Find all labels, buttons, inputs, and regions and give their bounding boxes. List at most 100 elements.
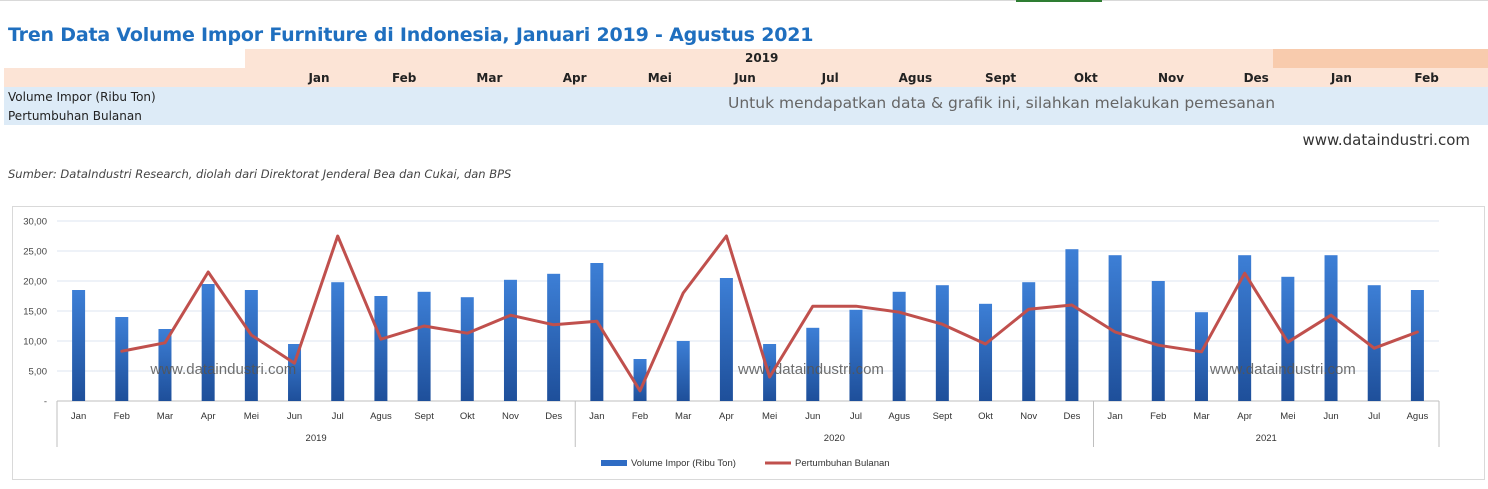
x-tick-label: Jul: [850, 411, 862, 422]
watermark-text: www.dataindustri.com: [1209, 361, 1356, 378]
x-tick-label: Jul: [332, 411, 344, 422]
y-tick-label: 15,00: [23, 307, 47, 318]
x-tick-label: Feb: [632, 411, 648, 422]
y-tick-label: -: [44, 397, 47, 408]
bar: [849, 309, 863, 401]
x-tick-label: Jan: [589, 411, 604, 422]
bar: [115, 317, 129, 401]
bar: [72, 290, 86, 401]
x-tick-label: Sept: [933, 411, 953, 422]
bar: [1108, 255, 1122, 401]
x-tick-label: Jul: [1368, 411, 1380, 422]
x-tick-label: Mei: [244, 411, 259, 422]
month-header-cell: Jan: [1330, 71, 1352, 85]
x-tick-label: Mei: [762, 411, 777, 422]
legend-swatch-bar: [601, 460, 627, 466]
bar: [892, 291, 906, 401]
x-tick-label: Apr: [1237, 411, 1252, 422]
month-header-cell: Jul: [821, 71, 839, 85]
x-tick-label: Jun: [1323, 411, 1338, 422]
month-header-band: [4, 68, 1488, 87]
x-tick-label: Des: [1063, 411, 1080, 422]
y-tick-label: 25,00: [23, 247, 47, 258]
x-tick-label: Agus: [370, 411, 392, 422]
x-tick-label: Feb: [1150, 411, 1166, 422]
row-label-growth: Pertumbuhan Bulanan: [8, 109, 142, 123]
order-notice: Untuk mendapatkan data & grafik ini, sil…: [728, 94, 1276, 112]
x-tick-label: Jun: [805, 411, 820, 422]
bar: [719, 278, 733, 401]
x-tick-label: Agus: [1407, 411, 1429, 422]
year-header-band-next: [1273, 49, 1488, 68]
x-tick-label: Mar: [1193, 411, 1209, 422]
chart-container: - 5,00 10,00 15,00 20,00 25,00 30,00 www.datain…: [12, 206, 1485, 480]
table-data-band: [4, 87, 1488, 125]
x-tick-label: Nov: [1020, 411, 1037, 422]
watermark-text: www.dataindustri.com: [149, 361, 296, 378]
site-url: www.dataindustri.com: [1302, 131, 1470, 149]
x-tick-label: Apr: [201, 411, 216, 422]
year-header-label: 2019: [745, 51, 779, 65]
page-title: Tren Data Volume Impor Furniture di Indo…: [8, 24, 814, 46]
x-tick-label: Apr: [719, 411, 734, 422]
x-tick-label: Des: [545, 411, 562, 422]
x-tick-label: Okt: [978, 411, 993, 422]
year-group-label: 2020: [824, 433, 845, 444]
bar: [158, 329, 172, 401]
month-header-cell: Mar: [476, 71, 503, 85]
month-header-cell: Okt: [1073, 71, 1098, 85]
bar: [979, 303, 993, 401]
month-header-cell: Jan: [308, 71, 330, 85]
bar: [1151, 281, 1165, 401]
y-tick-label: 5,00: [29, 367, 48, 378]
year-group-label: 2019: [306, 433, 327, 444]
x-tick-label: Agus: [888, 411, 910, 422]
bar: [1367, 285, 1381, 401]
legend-label-growth: Pertumbuhan Bulanan: [795, 458, 890, 469]
month-header-cell: Nov: [1157, 71, 1185, 85]
bar: [1410, 290, 1424, 401]
row-label-volume: Volume Impor (Ribu Ton): [8, 90, 156, 104]
line-series-path: [120, 234, 1419, 393]
month-header-cell: Feb: [391, 71, 417, 85]
bar: [244, 290, 258, 401]
bar: [1324, 255, 1338, 401]
month-header-cell: Sept: [985, 71, 1017, 85]
year-header-band: [245, 49, 1273, 68]
bar: [1194, 312, 1208, 401]
combo-chart: - 5,00 10,00 15,00 20,00 25,00 30,00 www.datain…: [23, 217, 1440, 469]
x-tick-label: Jun: [287, 411, 302, 422]
source-note: Sumber: DataIndustri Research, diolah da…: [8, 167, 512, 181]
bar: [633, 359, 647, 401]
y-tick-label: 10,00: [23, 337, 47, 348]
bar: [806, 327, 820, 401]
bar: [935, 285, 949, 401]
bar: [417, 291, 431, 401]
x-tick-label: Feb: [114, 411, 130, 422]
bar: [676, 341, 690, 401]
bar: [1065, 249, 1079, 401]
top-border-line: [0, 0, 1488, 1]
year-group-label: 2021: [1256, 433, 1277, 444]
x-tick-label: Jan: [71, 411, 86, 422]
x-tick-label: Nov: [502, 411, 519, 422]
month-header-cell: Mei: [647, 71, 672, 85]
x-tick-label: Mar: [157, 411, 173, 422]
bar: [1022, 282, 1036, 401]
x-tick-label: Jan: [1107, 411, 1122, 422]
bar: [460, 297, 474, 401]
bar: [288, 344, 302, 401]
bar: [590, 263, 604, 401]
month-header-cell: Agus: [898, 71, 933, 85]
x-tick-label: Mei: [1280, 411, 1295, 422]
x-tick-label: Mar: [675, 411, 691, 422]
active-sheet-accent: [1016, 0, 1102, 2]
legend-label-volume: Volume Impor (Ribu Ton): [631, 458, 736, 469]
bar: [1238, 255, 1252, 401]
bar: [503, 279, 517, 401]
y-tick-label: 20,00: [23, 277, 47, 288]
bar: [374, 296, 388, 401]
x-tick-label: Okt: [460, 411, 475, 422]
bar: [1281, 276, 1295, 401]
month-header-cell: Des: [1243, 71, 1269, 85]
